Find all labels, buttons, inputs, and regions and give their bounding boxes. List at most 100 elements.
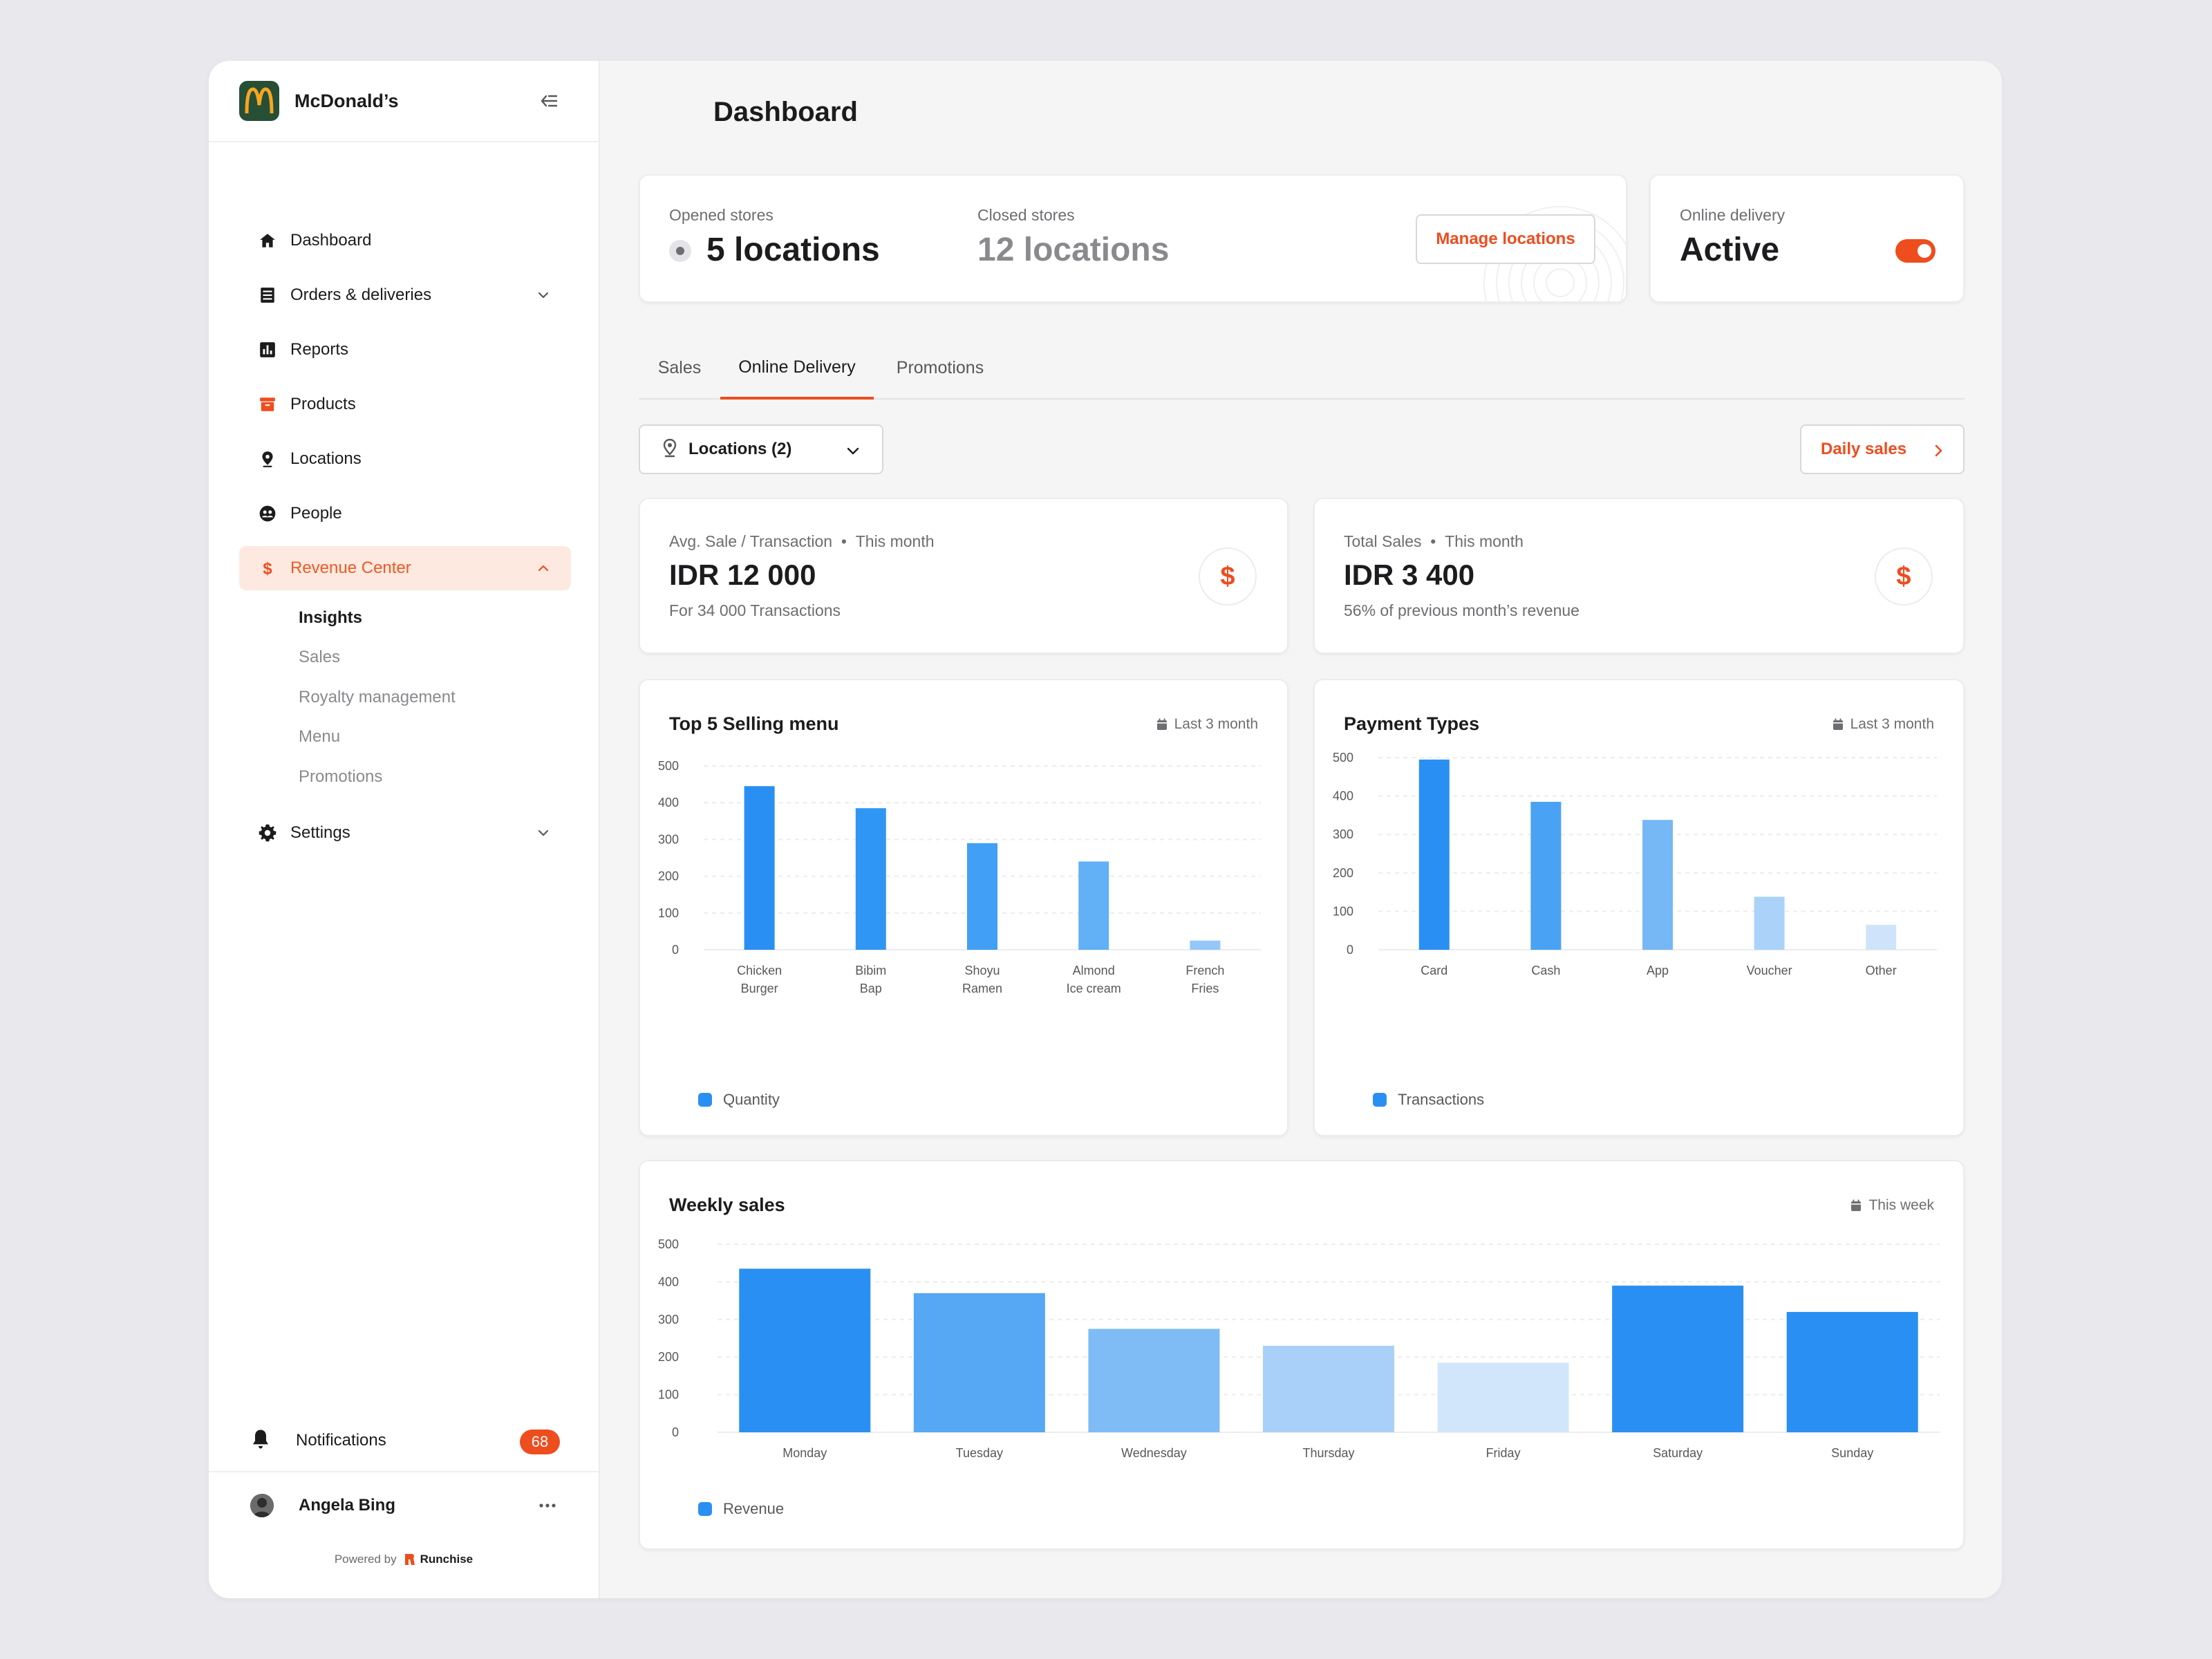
- sidebar-item-label: Products: [290, 395, 356, 413]
- status-dot-icon: [669, 240, 691, 262]
- sidebar-item-reports[interactable]: Reports: [239, 328, 571, 372]
- online-delivery-status: Active: [1680, 232, 1780, 268]
- daily-sales-button[interactable]: Daily sales: [1800, 424, 1965, 474]
- people-icon: [256, 502, 279, 525]
- powered-by-label: Powered by: [334, 1553, 397, 1566]
- online-delivery-card: Online delivery Active: [1649, 174, 1965, 303]
- sidebar-item-label: People: [290, 504, 342, 523]
- app-window: McDonald’s Dashboard: [209, 61, 2002, 1598]
- closed-stores-value: 12 locations: [977, 232, 1170, 268]
- sidebar-item-locations[interactable]: Locations: [239, 437, 571, 481]
- tab-bar: Sales Online Delivery Promotions: [639, 337, 1965, 400]
- collapse-sidebar-button[interactable]: [536, 88, 561, 113]
- subnav-item-royalty-management[interactable]: Royalty management: [299, 687, 456, 706]
- tab-online-delivery[interactable]: Online Delivery: [720, 337, 874, 400]
- bar: [739, 1268, 871, 1432]
- x-tick-label: Bibim: [855, 964, 886, 977]
- sidebar-item-people[interactable]: People: [239, 491, 571, 536]
- sidebar-item-dashboard[interactable]: Dashboard: [239, 218, 571, 263]
- manage-locations-button[interactable]: Manage locations: [1416, 214, 1595, 264]
- y-tick-label: 0: [1347, 943, 1353, 957]
- user-profile[interactable]: Angela Bing: [250, 1483, 560, 1528]
- stores-card: Opened stores 5 locations Closed stores …: [639, 174, 1627, 303]
- bar: [967, 843, 997, 950]
- kpi-card-total-sales: Total Sales • This month IDR 3 400 56% o…: [1313, 498, 1965, 654]
- x-tick-label: Sunday: [1831, 1446, 1873, 1460]
- subnav-item-menu[interactable]: Menu: [299, 727, 341, 747]
- sidebar-item-products[interactable]: Products: [239, 382, 571, 427]
- legend-swatch: [1373, 1093, 1387, 1107]
- bar: [1088, 1329, 1220, 1432]
- x-tick-label: Ramen: [962, 982, 1002, 995]
- tab-promotions[interactable]: Promotions: [896, 357, 984, 377]
- bar: [1530, 801, 1562, 950]
- y-tick-label: 200: [1333, 866, 1353, 880]
- opened-stores-label: Opened stores: [669, 206, 774, 224]
- sidebar-item-label: Orders & deliveries: [290, 285, 432, 304]
- sidebar-item-label: Dashboard: [290, 231, 372, 250]
- bar-chart-icon: [256, 338, 279, 362]
- period-filter[interactable]: Last 3 month: [1833, 716, 1934, 733]
- brand: McDonald’s: [239, 79, 568, 123]
- y-tick-label: 300: [658, 1313, 679, 1327]
- locations-dropdown[interactable]: Locations (2): [639, 424, 883, 474]
- kpi-subtext: For 34 000 Transactions: [669, 601, 841, 619]
- x-tick-label: App: [1647, 964, 1669, 977]
- x-tick-label: French: [1185, 964, 1224, 977]
- x-tick-label: Chicken: [737, 964, 782, 977]
- bell-icon: [250, 1428, 271, 1454]
- y-tick-label: 100: [1333, 904, 1353, 918]
- sidebar: McDonald’s Dashboard: [209, 61, 600, 1598]
- subnav-item-insights[interactable]: Insights: [299, 608, 363, 627]
- x-tick-label: Saturday: [1653, 1446, 1703, 1460]
- legend-swatch: [698, 1502, 712, 1516]
- x-tick-label: Almond: [1073, 964, 1115, 977]
- y-tick-label: 100: [658, 1388, 679, 1402]
- kpi-title: Total Sales • This month: [1344, 532, 1524, 550]
- x-tick-label: Monday: [782, 1446, 827, 1460]
- kpi-value: IDR 3 400: [1344, 559, 1475, 591]
- sidebar-item-settings[interactable]: Settings: [239, 811, 571, 855]
- chart-title: Weekly sales: [669, 1194, 785, 1215]
- notifications-item[interactable]: Notifications 68: [250, 1418, 560, 1463]
- legend-label: Quantity: [723, 1091, 780, 1108]
- sidebar-nav: Dashboard Orders & deliveries Reports: [239, 218, 571, 865]
- subnav-item-promotions[interactable]: Promotions: [299, 767, 383, 786]
- brand-logo: [239, 81, 279, 121]
- legend-swatch: [698, 1093, 712, 1107]
- period-filter[interactable]: Last 3 month: [1156, 716, 1258, 733]
- x-tick-label: Voucher: [1747, 964, 1792, 977]
- bar: [1418, 759, 1450, 950]
- x-tick-label: Shoyu: [964, 964, 1000, 977]
- x-tick-label: Fries: [1191, 982, 1219, 995]
- calendar-icon: [1851, 1199, 1862, 1211]
- sidebar-item-label: Revenue Center: [290, 559, 411, 577]
- y-tick-label: 0: [672, 943, 679, 957]
- chevron-down-icon: [534, 823, 553, 843]
- chart-title: Top 5 Selling menu: [669, 713, 839, 734]
- sidebar-item-label: Settings: [290, 823, 350, 842]
- tab-sales[interactable]: Sales: [657, 357, 702, 377]
- runchise-icon: [404, 1554, 415, 1565]
- x-tick-label: Other: [1866, 964, 1897, 977]
- box-icon: [256, 393, 279, 416]
- chart-legend: Revenue: [698, 1500, 784, 1518]
- online-delivery-toggle[interactable]: [1895, 239, 1936, 263]
- chevron-right-icon: [1929, 441, 1948, 460]
- y-tick-label: 500: [658, 1237, 679, 1251]
- y-tick-label: 400: [658, 796, 679, 809]
- x-tick-label: Burger: [741, 982, 778, 995]
- y-tick-label: 0: [672, 1425, 679, 1439]
- home-icon: [256, 229, 279, 252]
- sidebar-item-revenue-center[interactable]: $ Revenue Center: [239, 546, 571, 590]
- sidebar-item-orders[interactable]: Orders & deliveries: [239, 273, 571, 317]
- bar: [1866, 924, 1897, 950]
- subnav-item-sales[interactable]: Sales: [299, 648, 341, 667]
- more-options-icon[interactable]: [535, 1493, 560, 1518]
- y-tick-label: 300: [658, 832, 679, 846]
- runchise-name: Runchise: [420, 1553, 474, 1566]
- y-tick-label: 100: [658, 906, 679, 920]
- period-filter[interactable]: This week: [1850, 1197, 1934, 1214]
- bar: [1078, 861, 1109, 950]
- y-tick-label: 200: [658, 1350, 679, 1364]
